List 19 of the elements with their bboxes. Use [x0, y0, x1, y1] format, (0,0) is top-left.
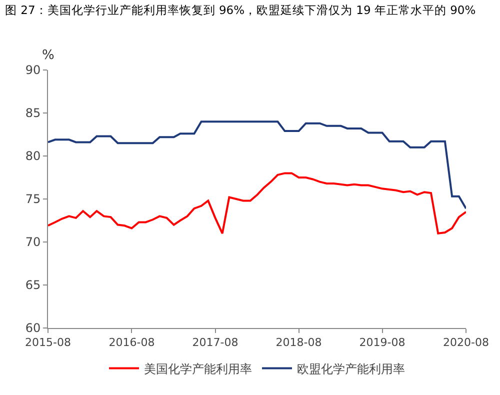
legend-label: 欧盟化学产能利用率	[297, 362, 405, 376]
x-tick-label: 2018-08	[276, 336, 322, 350]
line-series	[48, 120, 466, 210]
y-tick-label: 60	[25, 321, 41, 336]
legend-label: 美国化学产能利用率	[144, 362, 252, 376]
y-tick-label: 65	[25, 278, 41, 292]
y-tick-label: 70	[25, 235, 41, 250]
x-tick-label: 2019-08	[359, 336, 406, 350]
x-tick-label: 2016-08	[108, 336, 155, 350]
x-tick-label: 2017-08	[192, 336, 238, 350]
line-series	[48, 172, 466, 234]
chart-title: 图 27：美国化学行业产能利用率恢复到 96%，欧盟延续下滑仅为 19 年正常水平的 90%	[5, 2, 476, 17]
x-tick-label: 2020-08	[443, 336, 489, 350]
y-tick-label: 75	[25, 192, 41, 206]
y-tick-label: 90	[25, 63, 41, 78]
x-tick-label: 2015-08	[25, 336, 71, 350]
y-tick-label: 85	[25, 106, 41, 120]
y-tick-label: 80	[25, 149, 41, 164]
y-axis-title: %	[42, 48, 54, 63]
